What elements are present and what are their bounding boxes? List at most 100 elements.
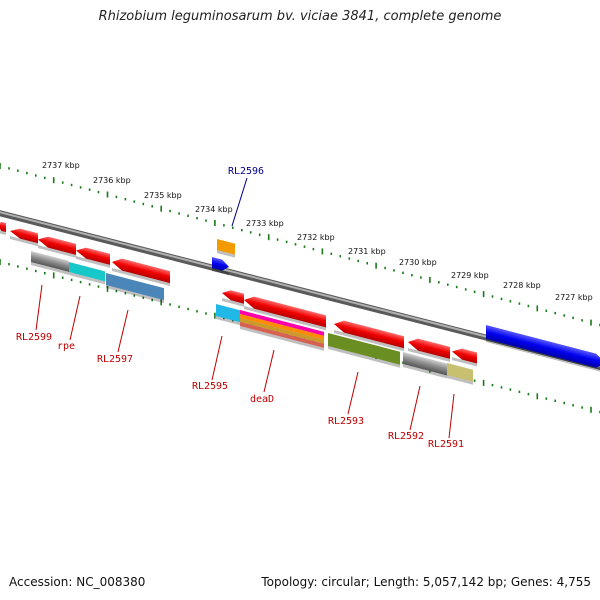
lower-tick <box>518 390 521 394</box>
upper-tick <box>61 181 64 184</box>
cds-arrow <box>38 236 76 258</box>
cog-bar-shadow <box>69 272 105 285</box>
cds-arrow-shape <box>486 325 600 368</box>
lower-tick <box>106 285 109 292</box>
upper-tick <box>545 309 548 312</box>
cog-bar-shape <box>328 333 400 365</box>
cog-bar-shape <box>31 251 69 272</box>
cds-arrow-shadow <box>334 330 404 352</box>
cog-bar <box>403 352 447 379</box>
upper-tick <box>106 191 109 198</box>
cds-arrow-shadow <box>112 268 170 287</box>
cog-bar-shadow <box>217 250 235 258</box>
cog-bar-shape <box>403 352 447 376</box>
cds-arrow <box>452 348 477 367</box>
upper-tick <box>590 319 592 326</box>
cds-arrow-shadow <box>212 268 229 276</box>
upper-tick <box>366 262 368 265</box>
upper-tick <box>70 183 73 187</box>
upper-tick <box>232 226 234 229</box>
upper-tick <box>411 274 413 277</box>
upper-tick <box>563 314 565 317</box>
upper-tick <box>527 304 530 308</box>
upper-tick <box>26 171 28 175</box>
upper-tick <box>491 295 494 298</box>
gene-leader-line <box>409 385 421 431</box>
upper-tick <box>330 252 333 255</box>
kbp-labels-layer: 2737 kbp 2736 kbp 2735 kbp 2734 kbp 2733 kbp… <box>42 161 593 302</box>
cds-arrow-shadow <box>486 339 600 374</box>
upper-tick <box>35 174 37 177</box>
lower-tick <box>133 294 136 297</box>
kbp-label: 2728 kbp <box>503 281 541 290</box>
gene-leader-line <box>35 284 43 331</box>
upper-tick <box>536 305 539 312</box>
cds-arrow <box>486 325 600 374</box>
gene-label: RL2595 <box>192 381 228 392</box>
cds-arrow-shape <box>76 247 110 265</box>
cds-arrow-shape <box>334 320 404 349</box>
cog-bar-shape <box>240 318 324 344</box>
kbp-label: 2731 kbp <box>348 247 386 256</box>
gene-leader-line <box>347 371 359 415</box>
lower-tick <box>17 265 19 268</box>
cog-bar-shape <box>106 273 164 301</box>
lower-tick <box>178 305 180 308</box>
lower-tick <box>581 406 583 409</box>
upper-tick <box>455 285 458 289</box>
upper-tick <box>429 276 431 283</box>
upper-tick <box>509 300 512 303</box>
lower-tick <box>61 276 64 279</box>
upper-tick <box>321 248 324 255</box>
lower-tick <box>115 289 118 293</box>
upper-tick <box>294 243 297 246</box>
gene-label: RL2592 <box>388 431 424 442</box>
lower-tick <box>35 269 37 273</box>
upper-tick <box>312 247 315 251</box>
gene-label: rpe <box>57 341 75 352</box>
cds-arrow <box>222 290 244 307</box>
gene-label: RL2599 <box>16 332 52 343</box>
cog-bar-shadow <box>240 326 324 351</box>
lower-tick <box>97 285 100 288</box>
cds-arrow-shadow <box>10 236 38 247</box>
lower-tick <box>196 310 198 313</box>
kbp-label: 2733 kbp <box>246 219 284 228</box>
lower-tick <box>536 393 539 400</box>
lower-tick <box>214 312 216 319</box>
lower-tick <box>205 312 207 315</box>
upper-tick <box>160 205 162 212</box>
genome-title: Rhizobium leguminosarum bv. viciae 3841,… <box>98 9 502 24</box>
upper-tick <box>142 202 145 206</box>
cog-bar <box>447 363 473 385</box>
upper-tick <box>17 169 19 172</box>
lower-tick <box>554 399 556 402</box>
lower-tick <box>124 292 127 295</box>
upper-tick <box>124 198 127 201</box>
cds-arrow <box>408 338 450 362</box>
kbp-label: 2732 kbp <box>297 233 335 242</box>
cds-arrow-shape <box>244 296 326 328</box>
upper-tick <box>169 209 171 213</box>
upper-tick <box>0 163 1 169</box>
gene-labels-layer: RL2599 rpe RL2597 RL2596 RL2595 deaD RL2593 RL2… <box>16 166 464 450</box>
upper-tick <box>115 195 118 199</box>
upper-tick <box>384 266 386 270</box>
upper-tick <box>339 255 342 258</box>
upper-tick <box>500 297 503 301</box>
upper-tick <box>214 220 216 226</box>
cog-bar <box>328 333 400 368</box>
cds-arrow-shape <box>408 338 450 359</box>
gene-leader-line <box>263 349 275 393</box>
cds-arrow <box>0 221 6 236</box>
upper-tick <box>151 205 153 208</box>
upper-tick <box>8 167 10 170</box>
lower-tick <box>500 386 503 389</box>
upper-tick <box>97 190 100 194</box>
upper-tick <box>249 231 252 234</box>
lower-tick <box>491 383 494 387</box>
gene-label: deaD <box>250 394 274 405</box>
kbp-label: 2734 kbp <box>195 205 233 214</box>
cog-bar-shadow <box>447 375 473 385</box>
